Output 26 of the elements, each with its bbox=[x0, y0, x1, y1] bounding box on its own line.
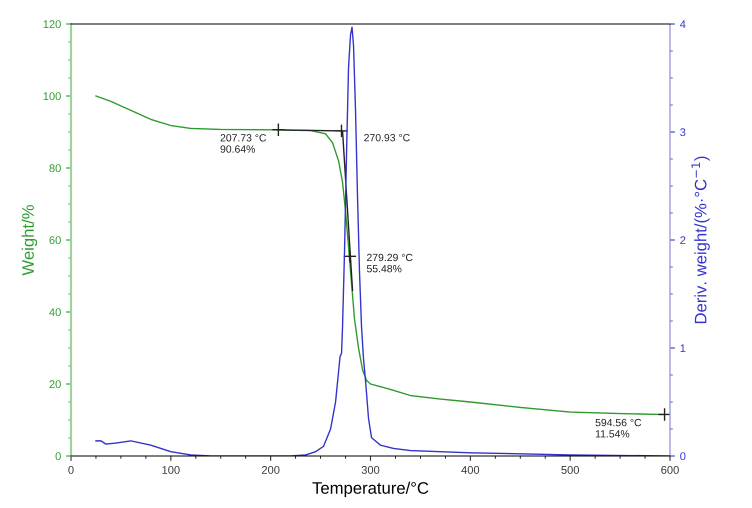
x-tick-label: 100 bbox=[162, 466, 180, 474]
y2-tick-label: 4 bbox=[680, 20, 686, 28]
y2-tick-label: 0 bbox=[680, 452, 686, 460]
y-tick-label: 0 bbox=[56, 452, 61, 460]
y2-tick-label: 2 bbox=[680, 236, 686, 244]
x-tick-label: 300 bbox=[362, 466, 380, 474]
y2-axis-title: Deriv. weight/(%·°C$^{−1}$) bbox=[691, 156, 710, 324]
y-tick-label: 20 bbox=[49, 380, 61, 388]
annotation: 270.93 °C bbox=[364, 134, 410, 142]
x-tick-label: 0 bbox=[68, 466, 74, 474]
x-tick-label: 600 bbox=[661, 466, 679, 474]
annotation: 594.56 °C 11.54% bbox=[596, 418, 642, 438]
x-tick-label: 500 bbox=[561, 466, 579, 474]
y-tick-label: 60 bbox=[49, 236, 61, 244]
y-tick-label: 120 bbox=[44, 20, 61, 28]
y-tick-label: 40 bbox=[49, 308, 61, 316]
x-axis-title: Temperature/°C bbox=[312, 482, 428, 498]
annotation: 207.73 °C 90.64% bbox=[220, 134, 266, 153]
y-axis-title: Weight/% bbox=[22, 205, 38, 276]
y-tick-label: 80 bbox=[49, 164, 61, 172]
y2-tick-label: 3 bbox=[680, 128, 686, 136]
y-tick-label: 100 bbox=[44, 92, 61, 100]
x-tick-label: 400 bbox=[461, 466, 480, 474]
y2-tick-label: 1 bbox=[680, 344, 686, 352]
annotation: 279.29 °C 55.48% bbox=[366, 254, 413, 272]
x-tick-label: 200 bbox=[262, 466, 280, 474]
